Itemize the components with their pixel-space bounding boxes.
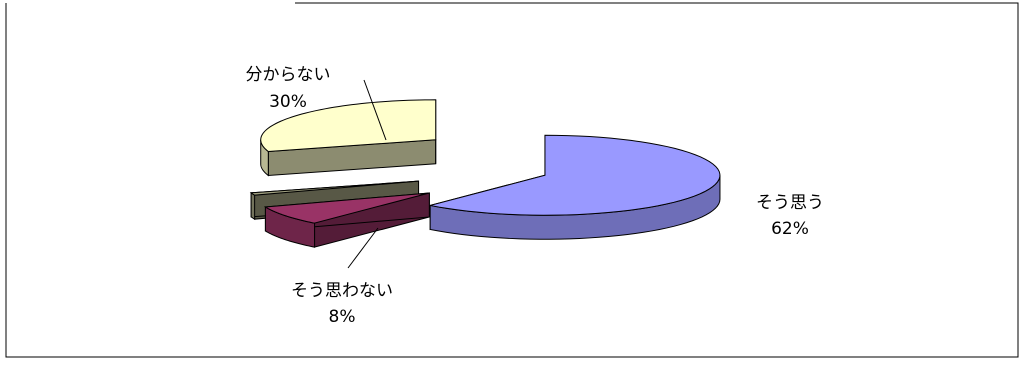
slice-label-souomowanai: そう思わない: [291, 281, 393, 301]
slice-label-souomou: そう思う: [756, 193, 824, 213]
plot-area-border: [5, 2, 1019, 358]
slice-percent-souomou: 62%: [771, 219, 809, 239]
slice-percent-wakaranai: 30%: [269, 92, 307, 112]
pie-slice-souomou: [429, 134, 721, 240]
slice-percent-souomowanai: 8%: [329, 307, 356, 327]
pie-slice-souomowanai: [263, 192, 430, 248]
pie-slice-wakaranai: [260, 99, 437, 177]
slice-label-wakaranai: 分からない: [246, 65, 331, 85]
leader-line-wakaranai: [363, 79, 387, 141]
leader-line-souomowanai: [347, 227, 379, 269]
